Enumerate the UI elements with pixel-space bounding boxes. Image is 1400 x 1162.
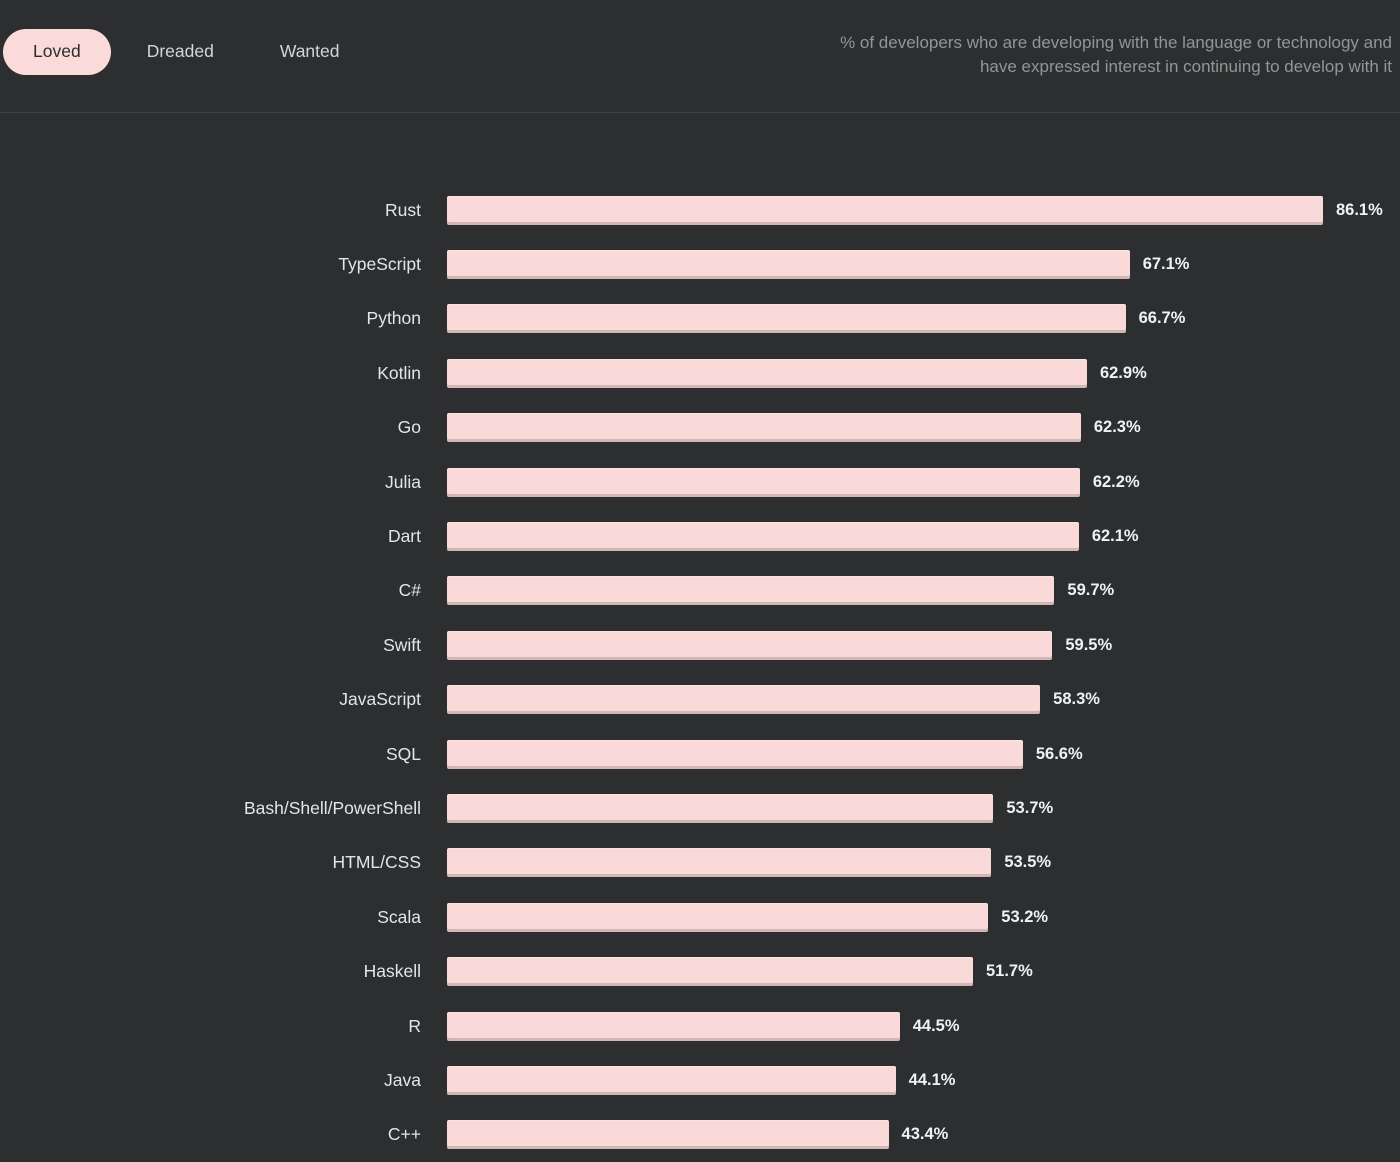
tab-dreaded[interactable]: Dreaded (117, 29, 244, 75)
chart-row: Kotlin 62.9% (0, 346, 1400, 400)
tab-wanted[interactable]: Wanted (250, 29, 370, 75)
chart-row: JavaScript 58.3% (0, 673, 1400, 727)
chart-row: Haskell 51.7% (0, 944, 1400, 998)
bar-label: Java (384, 1069, 421, 1090)
bar-label: Python (366, 308, 421, 329)
bar-label: HTML/CSS (332, 852, 421, 873)
bar-label: Go (397, 417, 421, 438)
bar-label: Rust (385, 199, 421, 220)
chart-row: Bash/Shell/PowerShell 53.7% (0, 781, 1400, 835)
chart-row: SQL 56.6% (0, 727, 1400, 781)
bar-value: 44.5% (912, 1016, 960, 1035)
chart-row: Java 44.1% (0, 1053, 1400, 1107)
bar-value: 59.5% (1065, 635, 1113, 654)
chart-row: Scala 53.2% (0, 890, 1400, 944)
chart-row: C++ 43.4% (0, 1108, 1400, 1162)
bar-label: Kotlin (377, 362, 421, 383)
bar (447, 630, 1053, 660)
bar-label: C# (398, 580, 421, 601)
chart-rows: Rust 86.1% TypeScript 67.1% Python 66.7% Kotli… (0, 183, 1400, 1162)
bar (447, 957, 973, 987)
bar-label: Bash/Shell/PowerShell (243, 797, 421, 818)
bar (447, 1011, 900, 1041)
chart-description: % of developers who are developing with … (840, 33, 1392, 76)
bar (447, 902, 989, 932)
bar-value: 58.3% (1053, 690, 1100, 709)
bar-value: 51.7% (986, 962, 1033, 981)
bar-label: Dart (387, 526, 421, 547)
bar-value: 43.4% (901, 1125, 949, 1144)
bar (447, 413, 1081, 443)
bar-label: Haskell (363, 961, 421, 982)
bar-label: C++ (387, 1124, 421, 1145)
bar-label: TypeScript (338, 254, 421, 275)
bar (447, 195, 1323, 225)
bar-value: 53.2% (1001, 907, 1049, 926)
bar (447, 358, 1087, 388)
chart-header: Loved Dreaded Wanted % of developers who… (0, 0, 1400, 113)
bar (447, 304, 1126, 334)
bar-value: 59.7% (1067, 581, 1115, 600)
chart-row: Swift 59.5% (0, 618, 1400, 672)
bar-value: 62.3% (1093, 418, 1141, 437)
bar-value: 67.1% (1142, 255, 1190, 274)
chart-row: C# 59.7% (0, 564, 1400, 618)
bar-label: R (408, 1015, 421, 1036)
chart-row: TypeScript 67.1% (0, 237, 1400, 291)
bar-label: SQL (385, 743, 421, 764)
chart-row: HTML/CSS 53.5% (0, 836, 1400, 890)
chart-row: R 44.5% (0, 999, 1400, 1053)
bar-value: 62.1% (1091, 527, 1139, 546)
bar (447, 467, 1080, 497)
bar (447, 1120, 889, 1150)
bar-value: 86.1% (1336, 200, 1383, 219)
bar-chart: Rust 86.1% TypeScript 67.1% Python 66.7% Kotli… (0, 113, 1400, 1162)
bar-value: 53.5% (1004, 853, 1052, 872)
bar (447, 739, 1023, 769)
tab-loved[interactable]: Loved (3, 29, 111, 75)
bar-label: Julia (385, 471, 421, 492)
bar (447, 522, 1079, 552)
bar-label: JavaScript (339, 689, 421, 710)
chart-row: Dart 62.1% (0, 509, 1400, 563)
bar (447, 685, 1041, 715)
chart-row: Rust 86.1% (0, 183, 1400, 237)
bar-value: 53.7% (1006, 798, 1054, 817)
bar (447, 848, 992, 878)
bar-value: 66.7% (1138, 309, 1186, 328)
bar (447, 1065, 896, 1095)
bar (447, 793, 994, 823)
bar-value: 56.6% (1035, 744, 1083, 763)
chart-row: Go 62.3% (0, 401, 1400, 455)
bar-value: 62.2% (1092, 472, 1140, 491)
chart-row: Python 66.7% (0, 292, 1400, 346)
bar-value: 62.9% (1099, 363, 1147, 382)
chart-row: Julia 62.2% (0, 455, 1400, 509)
bar-label: Scala (377, 906, 421, 927)
bar (447, 250, 1130, 280)
bar-value: 44.1% (908, 1070, 956, 1089)
bar (447, 576, 1055, 606)
tab-bar: Loved Dreaded Wanted (3, 29, 370, 75)
bar-label: Swift (383, 634, 421, 655)
